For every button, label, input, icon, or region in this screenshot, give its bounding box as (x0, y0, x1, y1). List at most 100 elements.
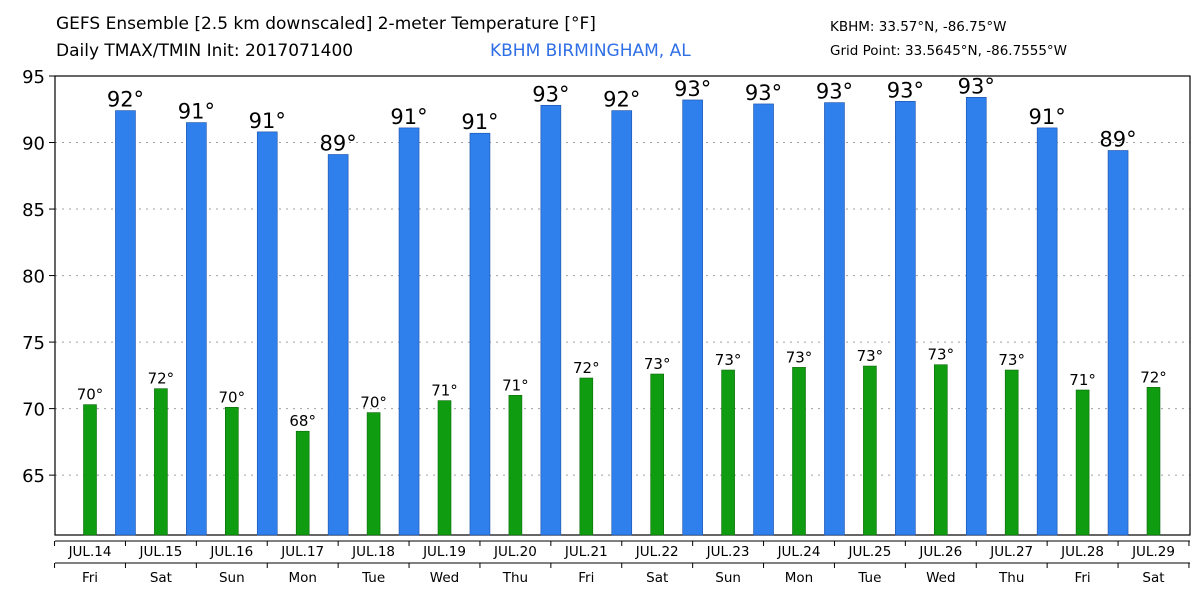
tmin-label: 72° (148, 370, 175, 388)
tmax-label: 93° (532, 82, 569, 106)
weekday-label: Mon (288, 570, 316, 586)
tmax-label: 93° (958, 74, 995, 98)
tmin-bar (933, 364, 948, 536)
y-tick-label: 80 (22, 267, 45, 288)
tmin-bar (508, 395, 523, 536)
tmax-label: 91° (178, 100, 215, 124)
date-label: JUL.27 (989, 544, 1033, 560)
tmax-bar (186, 122, 207, 536)
tmin-bar (792, 367, 806, 536)
tmin-bar (1075, 389, 1090, 536)
y-tick-label: 90 (22, 134, 45, 155)
station-coordinates: KBHM: 33.57°N, -86.75°W (830, 19, 1007, 35)
tmax-label: 93° (887, 78, 924, 102)
tmax-label: 92° (107, 88, 144, 112)
chart-subtitle: Daily TMAX/TMIN Init: 2017071400 (56, 41, 354, 61)
weekday-label: Thu (998, 570, 1024, 586)
weekday-label: Thu (502, 570, 528, 586)
weekday-label: Sat (646, 570, 668, 586)
tmin-label: 72° (1140, 368, 1167, 386)
weekday-label: Sat (150, 570, 172, 586)
tmax-label: 89° (1099, 128, 1136, 152)
tmin-bar (579, 377, 594, 536)
date-label: JUL.14 (68, 544, 112, 560)
tmin-bar (1146, 387, 1161, 536)
weekday-label: Sat (1142, 570, 1164, 586)
date-label: JUL.17 (280, 544, 324, 560)
tmin-bar (863, 365, 877, 536)
tmax-bar (753, 103, 774, 536)
tmax-bar (824, 102, 845, 536)
tmin-bar (721, 369, 735, 536)
tmin-label: 73° (998, 351, 1025, 369)
tmin-label: 72° (573, 359, 600, 377)
tmax-label: 93° (816, 80, 853, 104)
tmin-bar (1004, 369, 1019, 536)
tmax-bar (327, 154, 349, 536)
date-label: JUL.16 (209, 544, 253, 560)
tmax-label: 91° (390, 105, 427, 129)
grid-point-coordinates: Grid Point: 33.5645°N, -86.7555°W (830, 43, 1068, 59)
tmax-label: 91° (1029, 105, 1066, 129)
tmin-label: 71° (502, 376, 529, 394)
tmax-label: 92° (603, 88, 640, 112)
tmin-label: 73° (857, 347, 884, 365)
date-label: JUL.24 (777, 544, 821, 560)
y-tick-label: 95 (22, 67, 45, 88)
weekday-label: Fri (1075, 570, 1091, 586)
tmin-bar (437, 400, 452, 536)
y-tick-label: 75 (22, 333, 45, 354)
station-name: KBHM BIRMINGHAM, AL (490, 41, 691, 61)
tmin-bar (83, 404, 97, 536)
weekday-label: Wed (926, 570, 955, 586)
tmin-label: 73° (644, 355, 671, 373)
date-label: JUL.25 (847, 544, 891, 560)
y-tick-label: 70 (22, 400, 45, 421)
weekday-label: Fri (578, 570, 594, 586)
weekday-label: Sun (219, 570, 245, 586)
tmax-bar (611, 110, 633, 536)
tmin-label: 73° (928, 346, 955, 364)
y-tick-label: 85 (22, 200, 45, 221)
tmin-label: 73° (786, 348, 813, 366)
date-label: JUL.26 (918, 544, 962, 560)
tmin-bar (154, 388, 168, 536)
tmax-bar (540, 104, 562, 536)
tmin-label: 71° (1069, 371, 1096, 389)
tmax-bar (682, 99, 703, 536)
date-label: JUL.15 (138, 544, 182, 560)
tmin-bar (225, 406, 239, 536)
tmin-label: 70° (219, 388, 246, 406)
tmax-label: 93° (674, 77, 711, 101)
tmin-bar (366, 412, 381, 536)
tmin-label: 71° (431, 382, 458, 400)
chart-title: GEFS Ensemble [2.5 km downscaled] 2-mete… (56, 14, 596, 34)
date-label: JUL.23 (706, 544, 750, 560)
tmax-label: 93° (745, 81, 782, 105)
weekday-label: Fri (82, 570, 98, 586)
tmin-label: 68° (289, 412, 316, 430)
tmin-bar (295, 430, 310, 536)
weekday-label: Tue (361, 570, 385, 586)
tmax-bar (256, 131, 278, 536)
tmax-bar (398, 127, 420, 536)
tmin-label: 70° (77, 386, 104, 404)
weekday-label: Tue (857, 570, 881, 586)
date-label: JUL.21 (564, 544, 608, 560)
tmin-label: 70° (360, 394, 387, 412)
date-label: JUL.28 (1060, 544, 1104, 560)
tmin-label: 73° (715, 351, 742, 369)
date-label: JUL.19 (422, 544, 466, 560)
date-label: JUL.22 (635, 544, 679, 560)
y-tick-label: 65 (22, 466, 45, 487)
tmax-label: 91° (249, 109, 286, 133)
date-label: JUL.18 (351, 544, 395, 560)
tmax-bar (469, 132, 491, 536)
weekday-label: Wed (430, 570, 459, 586)
tmax-bar (1036, 127, 1058, 536)
tmax-bar (1107, 150, 1129, 536)
date-label: JUL.29 (1131, 544, 1175, 560)
weekday-label: Mon (785, 570, 813, 586)
tmax-bar (965, 96, 987, 536)
